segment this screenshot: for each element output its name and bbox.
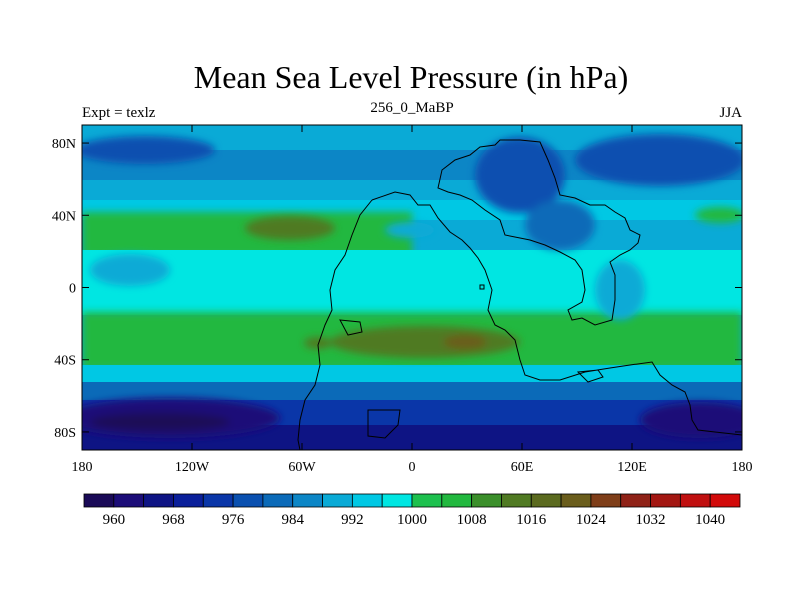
experiment-label: Expt = texlz: [82, 105, 156, 121]
colorbar-swatch: [679, 493, 711, 508]
x-tick-label: 120E: [617, 460, 647, 475]
y-tick-label: 0: [69, 282, 76, 297]
colorbar-swatch: [709, 493, 741, 508]
colorbar-swatch: [381, 493, 413, 508]
x-tick-label: 0: [409, 460, 416, 475]
y-tick-label: 80N: [52, 137, 76, 152]
colorbar-swatch: [292, 493, 323, 508]
x-tick-label: 60E: [511, 460, 534, 475]
x-tick-label: 180: [732, 460, 753, 475]
colorbar-swatch: [590, 493, 622, 508]
axis-ticks: 180 120W 60W 0 60E 120E 180 80N 40N 0 40S 80S: [52, 125, 753, 475]
season-label: JJA: [719, 105, 742, 121]
continent-outline: [297, 139, 743, 451]
chart-title: Mean Sea Level Pressure (in hPa): [194, 59, 629, 95]
colorbar-swatch: [620, 493, 651, 508]
colorbar-swatch: [471, 493, 502, 508]
colorbar-swatch: [232, 493, 264, 508]
colorbar-swatch: [650, 493, 681, 508]
colorbar-label: 1024: [576, 512, 607, 528]
colorbar-swatch: [441, 493, 473, 508]
pressure-anomalies: [82, 134, 742, 438]
colorbar-label: 1008: [457, 512, 487, 528]
colorbar-swatch: [411, 493, 443, 508]
colorbar-swatch: [113, 493, 145, 508]
colorbar-swatch: [530, 493, 562, 508]
colorbar-swatch: [262, 493, 294, 508]
time-label: 256_0_MaBP: [370, 100, 453, 116]
colorbar-swatch: [322, 493, 353, 508]
x-tick-label: 120W: [175, 460, 210, 475]
x-tick-label: 60W: [288, 460, 316, 475]
colorbar-label: 976: [222, 512, 245, 528]
colorbar-swatch: [501, 493, 532, 508]
colorbar-label: 1040: [695, 512, 725, 528]
colorbar-label: 1016: [516, 512, 547, 528]
pressure-field: [82, 125, 742, 450]
colorbar-swatch: [560, 493, 592, 508]
colorbar-swatch: [143, 493, 174, 508]
colorbar-label: 1000: [397, 512, 427, 528]
x-tick-label: 180: [72, 460, 93, 475]
colorbar-label: 968: [162, 512, 185, 528]
colorbar-label: 1032: [636, 512, 666, 528]
colorbar-label: 960: [103, 512, 126, 528]
colorbar-swatch: [351, 493, 383, 508]
y-tick-label: 40N: [52, 209, 76, 224]
colorbar-label: 992: [341, 512, 364, 528]
colorbar: 960 968 976 984 992 1000 1008 1016 1024 1032 1040: [83, 493, 741, 528]
y-tick-label: 80S: [54, 426, 76, 441]
colorbar-swatch: [83, 493, 115, 508]
y-tick-label: 40S: [54, 354, 76, 369]
colorbar-swatch: [202, 493, 234, 508]
colorbar-swatch: [173, 493, 204, 508]
colorbar-label: 984: [281, 512, 304, 528]
